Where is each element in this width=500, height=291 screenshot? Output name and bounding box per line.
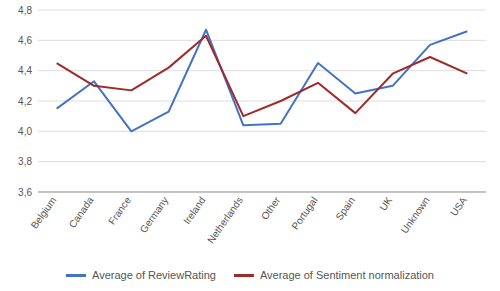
- x-tick-label: Ireland: [181, 195, 208, 226]
- x-axis-line: [38, 192, 486, 193]
- x-tick-label: France: [106, 194, 133, 226]
- x-tick-label: Netherlands: [205, 195, 245, 245]
- grid-line: [38, 101, 486, 102]
- x-tick-label: Unknown: [399, 195, 432, 235]
- y-tick-label: 3,8: [18, 156, 32, 167]
- grid-line: [38, 10, 486, 11]
- grid-line: [38, 40, 486, 41]
- y-tick-label: 4,0: [18, 126, 32, 137]
- legend-entry: Average of Sentiment normalization: [260, 269, 434, 281]
- grid-line: [38, 161, 486, 162]
- x-tick-label: Belgium: [29, 195, 59, 231]
- x-tick-label: Portugal: [289, 195, 319, 232]
- plot-area: [57, 30, 468, 132]
- x-tick-label: Other: [259, 194, 283, 221]
- x-tick-label: Canada: [67, 194, 96, 229]
- legend-entry: Average of ReviewRating: [92, 269, 216, 281]
- y-tick-label: 4,4: [18, 65, 32, 76]
- series-line: [57, 30, 468, 132]
- x-tick-label: Germany: [138, 195, 171, 235]
- x-tick-label: Spain: [333, 195, 357, 222]
- grid-line: [38, 192, 486, 193]
- chart: 3,6 3,8 4,0 4,2 4,4 4,6 4,8 Belgium Canada France…: [0, 0, 500, 291]
- grid-line: [38, 131, 486, 132]
- y-tick-label: 4,8: [18, 5, 32, 16]
- x-tick-label: UK: [377, 195, 394, 213]
- legend-swatch: [234, 274, 254, 277]
- grid: [38, 10, 486, 192]
- y-tick-label: 4,2: [18, 96, 32, 107]
- x-tick-label: USA: [448, 195, 469, 218]
- grid-line: [38, 70, 486, 71]
- y-tick-label: 4,6: [18, 35, 32, 46]
- legend-swatch: [66, 274, 86, 277]
- y-tick-label: 3,6: [18, 187, 32, 198]
- series-line: [57, 36, 468, 116]
- legend: Average of ReviewRating Average of Sentim…: [66, 269, 434, 281]
